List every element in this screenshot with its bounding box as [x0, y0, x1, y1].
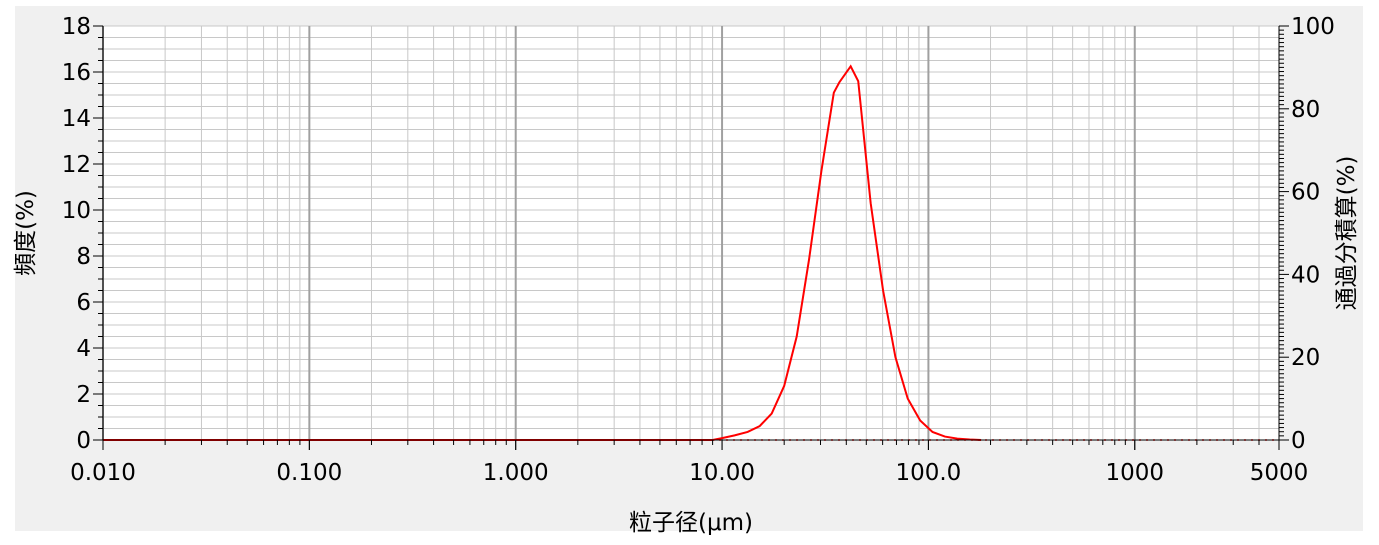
- y2-axis-label: 通過分積算(%): [1334, 156, 1360, 311]
- y-tick-label: 14: [62, 106, 91, 132]
- y-tick-label: 12: [62, 152, 91, 178]
- y2-tick-label: 0: [1291, 428, 1306, 454]
- grid-layer: [102, 25, 1280, 441]
- x-tick-label: 0.010: [70, 460, 136, 486]
- y-tick-label: 10: [62, 198, 91, 224]
- x-tick-label: 5000: [1250, 460, 1309, 486]
- y-tick-label: 16: [62, 60, 91, 86]
- y-tick-label: 6: [76, 290, 91, 316]
- x-tick-label: 1.000: [483, 460, 549, 486]
- y-tick-label: 4: [76, 336, 91, 362]
- x-tick-label: 100.0: [895, 460, 961, 486]
- y2-tick-label: 80: [1291, 97, 1320, 123]
- y2-tick-label: 60: [1291, 180, 1320, 206]
- x-tick-label: 10.00: [689, 460, 755, 486]
- x-tick-label: 0.100: [276, 460, 342, 486]
- y2-tick-label: 20: [1291, 345, 1320, 371]
- y-tick-label: 8: [76, 244, 91, 270]
- label-layer: 粒子径(μm) 頻度(%) 通過分積算(%) 0 2 4 6 8 10 12 14 16 18 0 2…: [13, 14, 1360, 536]
- x-axis-label: 粒子径(μm): [629, 510, 753, 536]
- x-tick-label: 1000: [1105, 460, 1164, 486]
- axes-layer: [93, 25, 1289, 450]
- y-tick-label: 2: [76, 382, 91, 408]
- y-tick-label: 18: [62, 14, 91, 40]
- y2-tick-label: 40: [1291, 262, 1320, 288]
- y-tick-label: 0: [76, 428, 91, 454]
- y-axis-label: 頻度(%): [13, 190, 39, 276]
- frequency-series-line: [103, 64, 982, 441]
- y2-tick-label: 100: [1291, 14, 1335, 40]
